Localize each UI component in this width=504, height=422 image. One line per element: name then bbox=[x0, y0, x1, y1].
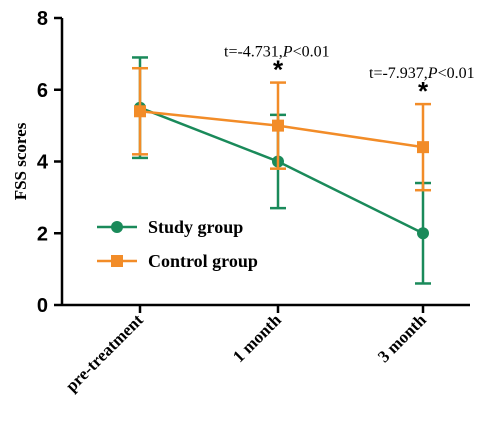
y-tick-label: 6 bbox=[37, 80, 48, 102]
significance-star: * bbox=[418, 76, 429, 106]
data-point bbox=[417, 227, 429, 240]
legend-label: Study group bbox=[148, 217, 243, 237]
stat-annotation: t=-4.731,P<0.01 bbox=[224, 44, 330, 61]
y-tick-label: 2 bbox=[37, 223, 48, 245]
x-tick-label: pre-treatment bbox=[62, 310, 147, 395]
y-tick-label: 8 bbox=[37, 8, 48, 30]
y-axis-label: FSS scores bbox=[11, 122, 30, 200]
data-point bbox=[272, 119, 284, 132]
legend-marker bbox=[111, 255, 123, 267]
legend-marker bbox=[111, 221, 123, 233]
series-control bbox=[132, 66, 431, 192]
y-tick-label: 4 bbox=[37, 152, 49, 174]
x-tick-label: 3 month bbox=[374, 310, 430, 366]
legend-entry: Study group bbox=[97, 217, 243, 237]
data-point bbox=[134, 105, 146, 118]
x-tick-label: 1 month bbox=[229, 310, 285, 366]
legend-entry: Control group bbox=[97, 251, 258, 271]
y-tick-label: 0 bbox=[37, 295, 48, 317]
significance-star: * bbox=[273, 55, 284, 85]
stat-annotation: t=-7.937,P<0.01 bbox=[369, 65, 475, 82]
data-point bbox=[417, 141, 429, 154]
legend-label: Control group bbox=[148, 251, 258, 271]
series-study bbox=[132, 56, 431, 285]
